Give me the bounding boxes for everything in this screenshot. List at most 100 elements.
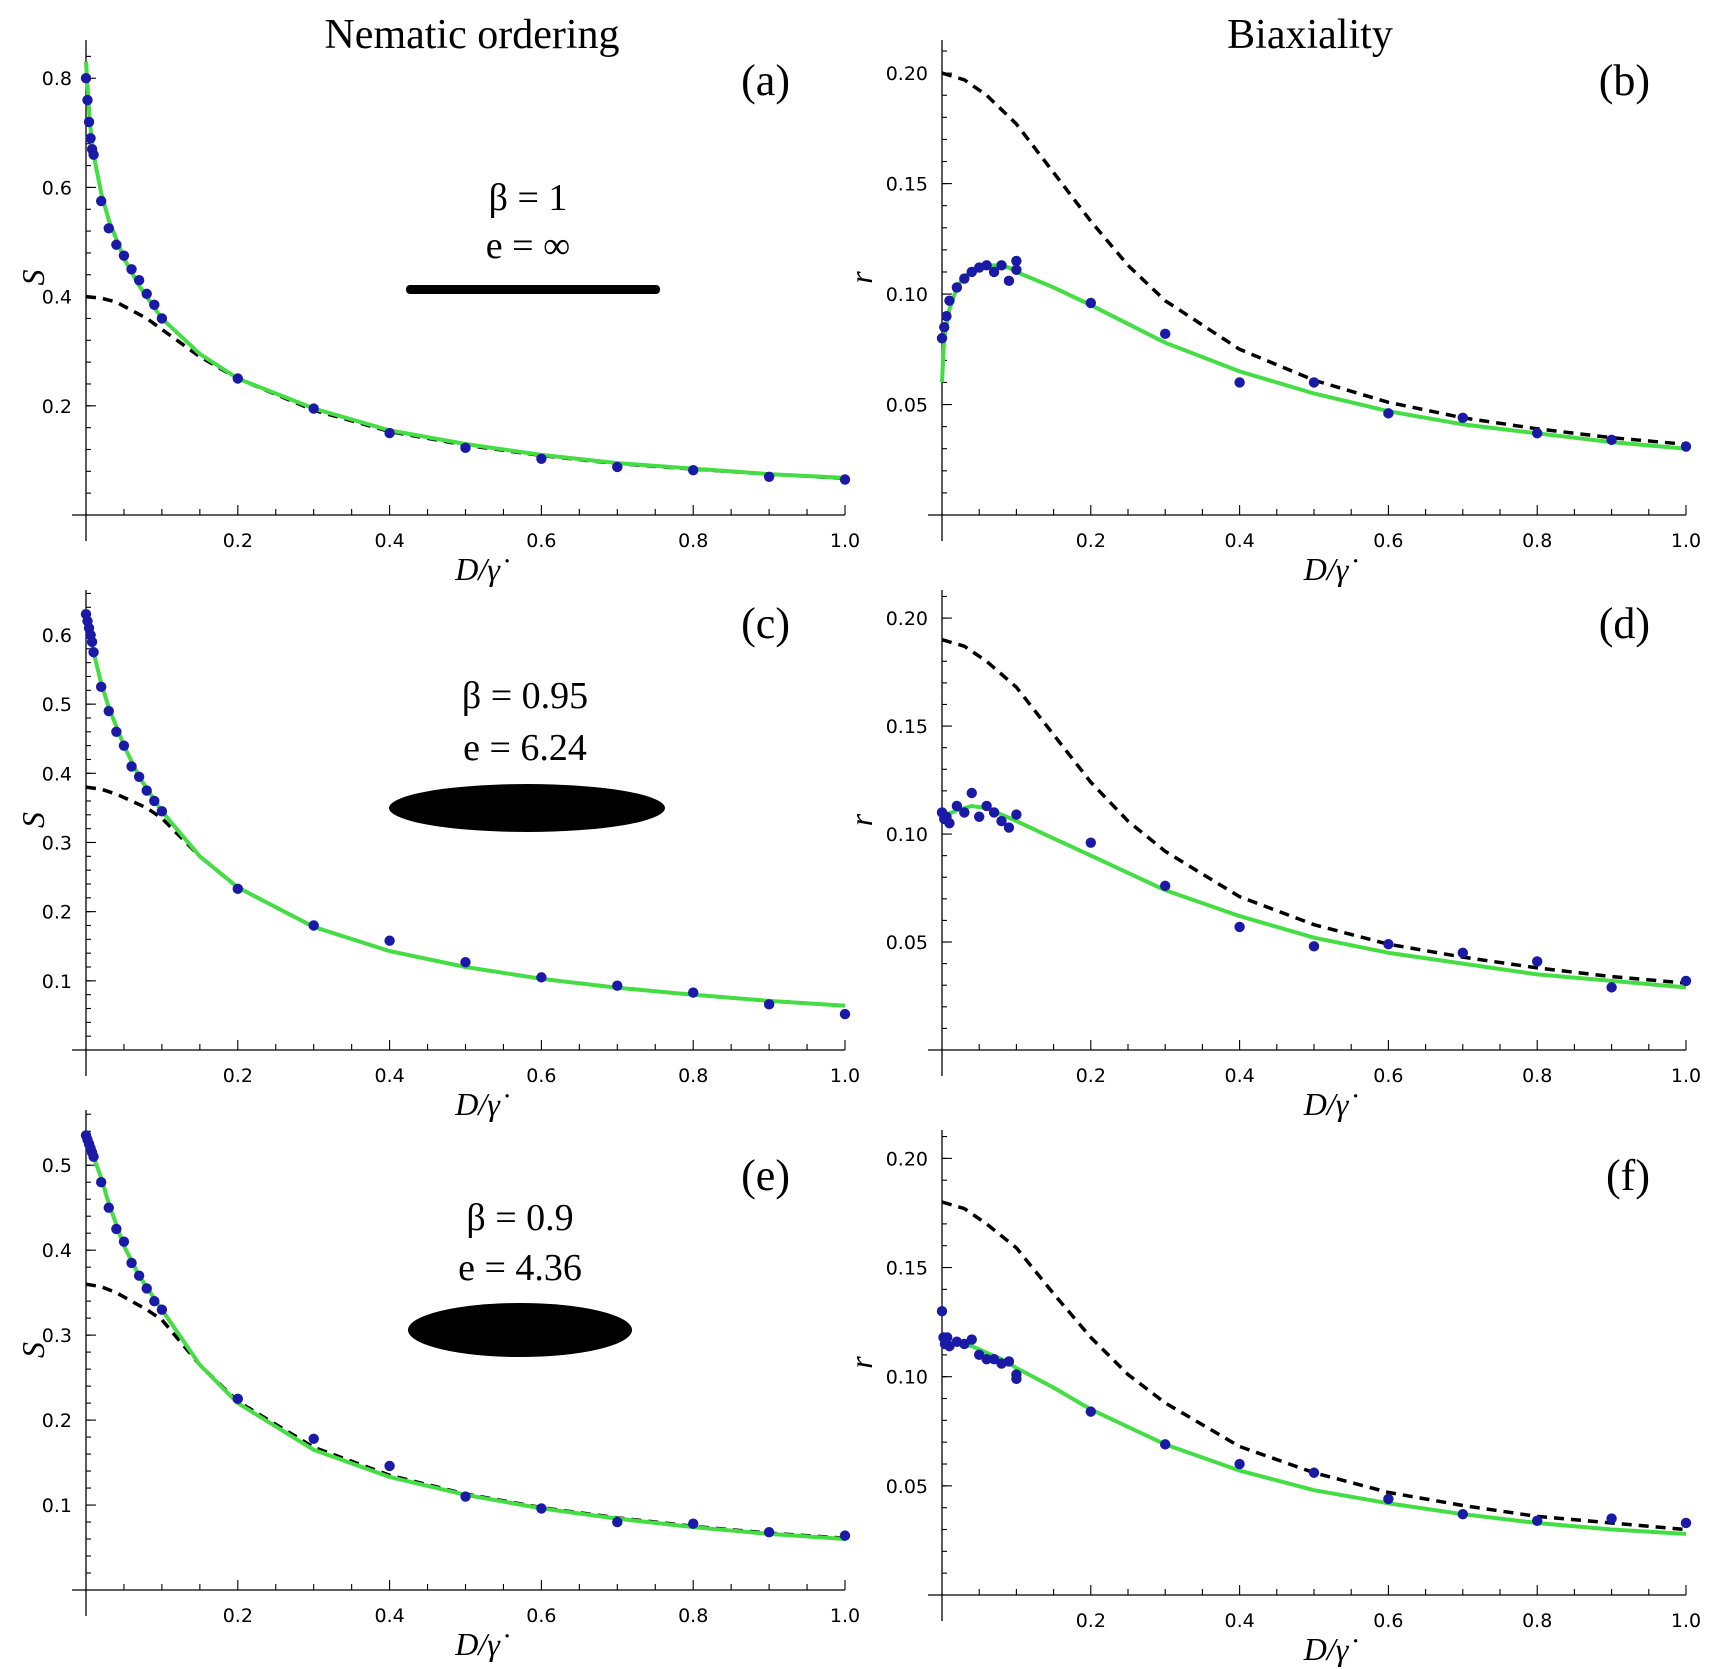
data-point: [149, 299, 160, 310]
data-point: [966, 1334, 977, 1345]
y-axis-title: r: [843, 813, 879, 826]
x-tick-label: 1.0: [1671, 1610, 1701, 1632]
y-tick-label: 0.2: [42, 902, 72, 924]
data-point: [688, 987, 699, 998]
data-point: [1606, 1513, 1617, 1524]
data-point: [1234, 921, 1245, 933]
y-tick-label: 0.3: [42, 1325, 72, 1347]
data-point: [981, 800, 992, 812]
data-point: [1308, 377, 1320, 388]
data-point: [1532, 1515, 1543, 1526]
x-tick-label: 0.4: [1224, 1065, 1254, 1087]
panel-c: 0.2 0.4 0.6 0.8 1.0 0.1 0.2 0.3 0.4 0.5 0.6 D/γ̇ S (c…: [15, 590, 860, 1122]
data-point: [133, 275, 145, 286]
data-point: [1160, 1439, 1171, 1450]
fit-curve: [84, 61, 846, 480]
column-title-right: Biaxiality: [1227, 12, 1393, 58]
y-tick-label: 0.15: [886, 174, 928, 196]
data-point: [1383, 408, 1394, 419]
data-point: [1308, 1467, 1320, 1478]
data-point: [156, 1304, 168, 1315]
data-point: [1003, 1356, 1015, 1367]
panel-label: (b): [1599, 56, 1650, 105]
x-tick-label: 1.0: [830, 1065, 860, 1087]
y-tick-label: 0.5: [42, 694, 72, 716]
y-tick-label: 0.15: [886, 716, 928, 738]
x-tick-label: 0.6: [1373, 1065, 1403, 1087]
data-point: [996, 815, 1007, 827]
y-tick-label: 0.2: [42, 1410, 72, 1432]
data-point: [156, 313, 168, 324]
data-point: [1011, 264, 1022, 275]
data-point: [126, 1257, 137, 1269]
x-tick-label: 1.0: [1671, 1065, 1701, 1087]
y-tick-label: 0.8: [42, 68, 72, 90]
data-point: [460, 1491, 471, 1502]
data-point: [460, 442, 471, 454]
data-point: [126, 264, 137, 275]
x-tick-label: 0.2: [1076, 1065, 1106, 1087]
x-tick-label: 1.0: [830, 530, 860, 552]
panel-label: (c): [741, 599, 790, 648]
x-tick-label: 0.6: [526, 1065, 556, 1087]
y-tick-label: 0.05: [886, 1476, 928, 1498]
eccentricity-annotation: e = 4.36: [458, 1247, 582, 1289]
y-tick-label: 0.10: [886, 824, 928, 846]
data-point: [1003, 822, 1015, 833]
eccentricity-annotation: e = 6.24: [463, 727, 587, 769]
column-title-left: Nematic ordering: [324, 12, 619, 58]
theory-curve: [941, 1200, 1687, 1532]
x-tick-label: 0.4: [374, 1605, 404, 1627]
y-axis-title: S: [15, 1342, 51, 1358]
x-tick-label: 1.0: [830, 1605, 860, 1627]
x-tick-label: 0.2: [223, 530, 253, 552]
data-point: [384, 1460, 395, 1472]
data-point: [111, 239, 122, 250]
data-point: [308, 403, 319, 414]
data-point: [944, 818, 955, 829]
y-tick-label: 0.2: [42, 396, 72, 418]
data-point: [996, 260, 1007, 271]
theory-curve: [941, 638, 1687, 985]
x-tick-label: 0.6: [1373, 530, 1403, 552]
data-point: [232, 883, 243, 895]
data-point: [308, 1433, 319, 1444]
panel-f: 0.2 0.4 0.6 0.8 1.0 0.05 0.10 0.15 0.20 D/γ̇ r (f): [843, 1130, 1701, 1667]
x-tick-label: 0.8: [678, 530, 708, 552]
data-point: [1680, 975, 1692, 987]
data-point: [1457, 1509, 1469, 1520]
data-point: [88, 647, 99, 658]
data-point: [936, 333, 948, 344]
beta-annotation: β = 0.9: [466, 1197, 573, 1239]
panel-b: 0.2 0.4 0.6 0.8 1.0 0.05 0.10 0.15 0.20 D/γ̇ r (b): [843, 40, 1701, 587]
theory-curve: [941, 71, 1687, 447]
y-tick-label: 0.20: [886, 1148, 928, 1170]
data-point: [103, 705, 114, 717]
data-point: [612, 1516, 623, 1528]
data-point: [951, 800, 963, 812]
y-tick-label: 0.3: [42, 832, 72, 854]
data-point: [384, 935, 395, 946]
fit-curve: [940, 263, 1687, 451]
data-point: [232, 1393, 243, 1405]
x-tick-label: 0.8: [678, 1605, 708, 1627]
data-point: [1457, 412, 1469, 423]
data-point: [988, 266, 1000, 278]
x-tick-label: 0.4: [1224, 1610, 1254, 1632]
data-point: [1532, 956, 1543, 967]
data-point: [936, 1305, 948, 1317]
data-point: [1011, 255, 1022, 267]
data-point: [118, 1236, 130, 1247]
eccentricity-annotation: e = ∞: [486, 225, 570, 267]
x-tick-label: 0.4: [374, 1065, 404, 1087]
data-point: [974, 811, 985, 822]
data-point: [83, 116, 95, 128]
data-point: [839, 1530, 851, 1541]
panel-label: (a): [741, 56, 790, 105]
data-point: [232, 373, 243, 384]
y-tick-label: 0.20: [886, 608, 928, 630]
data-point: [1680, 1517, 1692, 1529]
data-point: [981, 1354, 992, 1365]
y-tick-label: 0.05: [886, 395, 928, 417]
x-tick-label: 0.8: [1522, 530, 1552, 552]
